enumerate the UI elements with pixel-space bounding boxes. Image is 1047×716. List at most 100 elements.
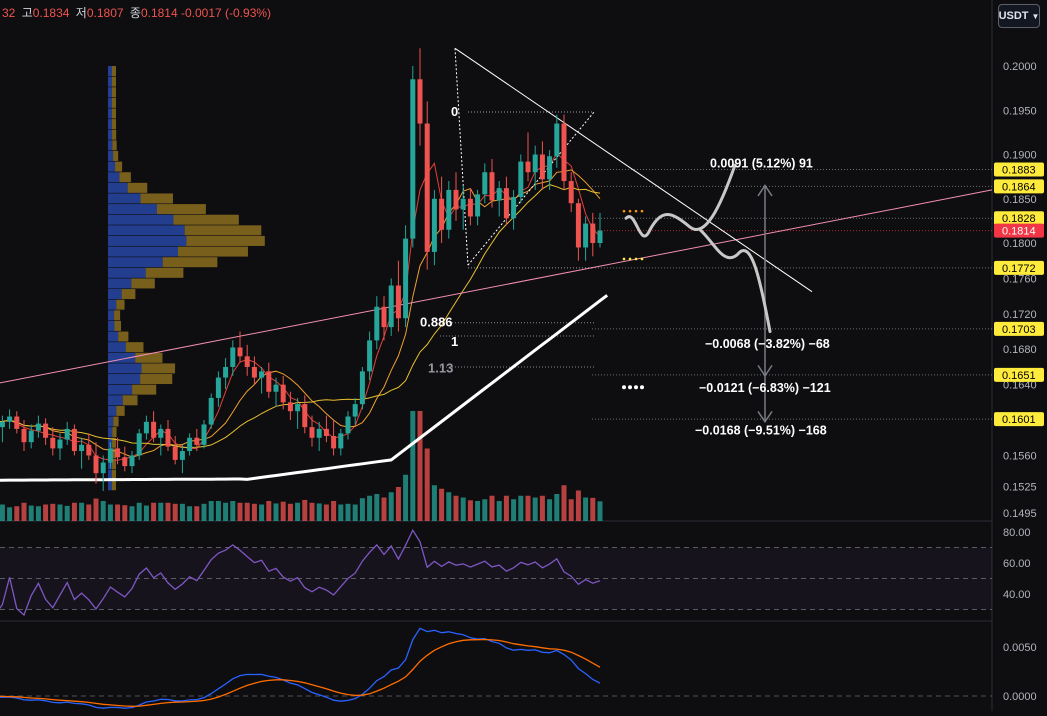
annotation-label: 0: [451, 104, 458, 119]
candle-body: [395, 285, 401, 319]
candle-body: [331, 435, 337, 449]
vp-buy-bar: [108, 342, 126, 353]
vp-sell-bar: [112, 66, 116, 76]
vp-buy-bar: [108, 427, 113, 438]
candle-body: [381, 306, 387, 328]
vp-sell-bar: [112, 459, 117, 470]
macd-pane: 0.0050 0.0000: [0, 627, 1037, 709]
candle-body: [201, 424, 207, 445]
vp-sell-bar: [186, 235, 265, 246]
volume-bar: [215, 501, 221, 521]
volume-bar: [71, 502, 77, 521]
candle-body: [143, 421, 149, 434]
vp-buy-bar: [108, 193, 141, 204]
price-tick-label: 0.1720: [1003, 309, 1037, 321]
low-label: 저: [75, 6, 87, 20]
macd-tick-label: 0.0050: [1003, 642, 1037, 654]
volume-bar: [583, 497, 589, 521]
candle-body: [79, 444, 85, 452]
vp-sell-bar: [114, 320, 122, 331]
price-tick-label: 0.1760: [1003, 273, 1037, 285]
ohlc-legend: 32 고0.1834 저0.1807 종0.1814 -0.0017 (-0.9…: [2, 4, 271, 21]
volume-bar: [302, 499, 308, 521]
candle-body: [122, 457, 128, 467]
vp-buy-bar: [108, 225, 185, 236]
marker-dot: [634, 209, 638, 213]
candle-body: [539, 154, 545, 180]
volume-bar: [367, 495, 373, 521]
vp-sell-bar: [127, 182, 148, 193]
volume-bar: [525, 495, 531, 521]
moving-average-line: [0, 184, 601, 448]
volume-bar: [295, 502, 301, 521]
rsi-tick-label: 60.00: [1003, 558, 1031, 570]
volume-bar: [590, 497, 596, 521]
candle-body: [446, 189, 452, 230]
vp-buy-bar: [108, 320, 115, 331]
moving-averages: [0, 152, 609, 482]
candle-body: [503, 188, 509, 219]
ascending-trendline: [0, 189, 993, 384]
vp-sell-bar: [112, 129, 117, 140]
volume-bar: [266, 501, 272, 521]
high-label: 고: [21, 6, 33, 20]
volume-bar: [194, 506, 200, 521]
marker-dot: [634, 385, 638, 390]
volume-bar: [532, 497, 538, 521]
rsi-line: [0, 528, 601, 617]
price-badge-label: 0.1703: [1002, 324, 1036, 336]
price-badge: [994, 162, 1044, 177]
candle-body: [14, 416, 20, 429]
marker-dot: [634, 257, 638, 261]
candle-body: [100, 462, 106, 474]
volume-bar: [208, 501, 214, 521]
volume-bar: [280, 501, 286, 521]
volume-bar: [323, 504, 329, 521]
volume-bar: [28, 505, 34, 521]
volume-bar: [539, 495, 545, 521]
vp-sell-bar: [113, 150, 119, 161]
candle-body: [316, 428, 322, 438]
vp-buy-bar: [108, 395, 123, 406]
candle-body: [57, 439, 63, 449]
volume-bar: [179, 503, 185, 521]
volume-bar: [503, 495, 509, 521]
candle-body: [511, 197, 517, 219]
close-label: 종: [129, 6, 141, 20]
candle-body: [554, 123, 560, 157]
volume-bar: [316, 503, 322, 521]
price-badge: [994, 211, 1044, 226]
vp-buy-bar: [108, 267, 146, 278]
candle-body: [295, 404, 301, 412]
volume-bar: [453, 495, 459, 521]
candle-body: [50, 437, 56, 449]
candle-body: [71, 428, 77, 452]
vp-sell-bar: [184, 225, 262, 236]
volume-bar: [64, 505, 70, 521]
vp-sell-bar: [112, 480, 116, 491]
currency-button[interactable]: USDT ▼: [998, 4, 1040, 28]
price-badge: [994, 260, 1044, 275]
candle-body: [179, 451, 185, 460]
volume-bar: [388, 492, 394, 521]
marker-dot: [640, 257, 644, 261]
candle-body: [158, 428, 164, 438]
vp-buy-bar: [108, 204, 157, 215]
volume-bars: [0, 411, 603, 521]
candle-body: [561, 123, 567, 182]
vp-buy-bar: [108, 172, 120, 183]
candle-body: [86, 444, 92, 456]
volume-bar: [309, 502, 315, 521]
vp-sell-bar: [112, 448, 117, 459]
vp-buy-bar: [108, 87, 113, 98]
projection-path-up: [624, 163, 737, 238]
vp-sell-bar: [112, 76, 117, 87]
annotations: 0 0.886 1 1.13 0.0091 (5.12%) 91 −0.0068 (−3.…: [420, 104, 831, 438]
volume-bar: [331, 501, 337, 521]
fib-connector: [454, 48, 469, 266]
vp-sell-bar: [121, 289, 136, 300]
arrow-down-icon: [757, 364, 773, 378]
candle-body: [129, 455, 135, 467]
